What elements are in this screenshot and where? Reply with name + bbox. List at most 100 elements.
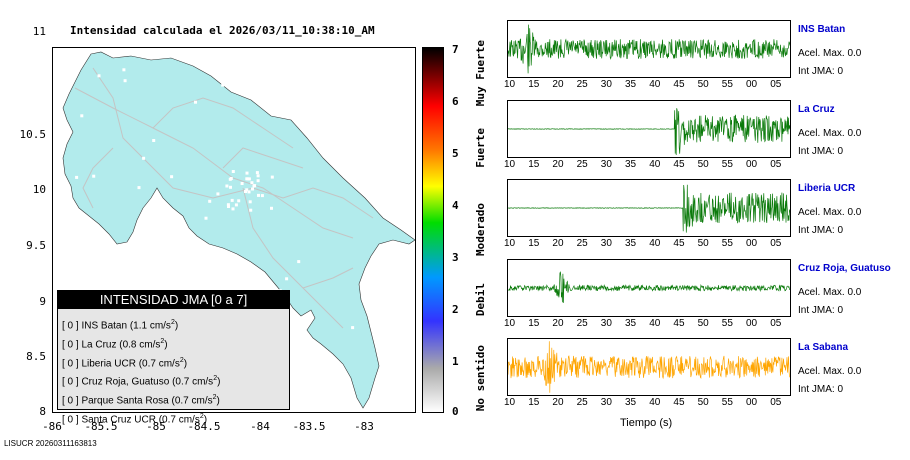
waveform-line [508,184,790,233]
town-dot [253,184,257,188]
colorbar-label-debil: Debil [474,283,487,317]
map-lon-tick: -84 [250,420,270,433]
legend-header: INTENSIDAD JMA [0 a 7] [58,291,289,309]
town-dot [208,199,212,203]
time-tick: 30 [600,238,612,249]
legend-value: (0.7 cm/s [138,357,180,369]
legend-list: [ 0 ] INS Batan (1.1 cm/s2)[ 0 ] La Cruz… [62,315,289,428]
town-dot [92,174,96,178]
time-tick: 35 [625,397,637,408]
legend-intensity: [ 0 ] [62,320,82,332]
colorbar-tick: 2 [452,303,459,316]
time-tick: 55 [721,318,733,329]
legend-close: ) [203,414,208,426]
map-lon-tick: -85 [146,420,166,433]
time-tick: 30 [600,318,612,329]
time-tick: 10 [504,238,516,249]
time-tick: 30 [600,79,612,90]
town-dot [248,200,252,204]
legend-item: [ 0 ] La Cruz (0.8 cm/s2) [62,334,289,353]
legend-exponent: 2 [213,375,218,383]
town-dot [246,177,250,181]
town-dot [234,203,238,207]
town-dot [250,181,254,185]
time-tick: 25 [576,79,588,90]
time-tick: 05 [770,79,782,90]
colorbar-tick: 4 [452,199,459,212]
station-jma: Int JMA: 0 [798,384,844,395]
map-lat-tick: 9 [39,295,46,308]
time-tick: 00 [746,159,758,170]
time-tick: 05 [770,238,782,249]
time-tick: 10 [504,397,516,408]
time-tick: 20 [552,79,564,90]
legend-close: ) [183,357,188,369]
costa-rica-land [62,51,415,409]
station-jma: Int JMA: 0 [798,305,844,316]
station-name: La Sabana [798,342,849,353]
legend-value: (1.1 cm/s [129,320,171,332]
trace-waveform [508,24,790,74]
time-tick: 15 [528,238,540,249]
legend-station: Liberia UCR [81,357,139,369]
station-accel: Acel. Max. 0.0 [798,48,862,59]
town-dot [256,179,260,183]
town-dot [123,79,127,83]
legend-intensity: [ 0 ] [62,414,82,426]
town-dot [260,93,264,97]
colorbar-label-fuerte: Fuerte [474,128,487,168]
town-dot [255,171,259,175]
town-dot [225,184,229,188]
time-tick: 45 [673,159,685,170]
time-tick: 30 [600,159,612,170]
colorbar-tick: 3 [452,251,459,264]
time-tick: 45 [673,397,685,408]
time-tick: 55 [721,238,733,249]
legend-value: (0.7 cm/s [158,414,200,426]
time-tick: 20 [552,318,564,329]
time-tick: 30 [600,397,612,408]
time-tick: 15 [528,318,540,329]
station-jma: Int JMA: 0 [798,225,844,236]
time-tick: 50 [697,159,709,170]
legend-close: ) [217,376,221,388]
seismogram-trace [507,338,791,396]
time-tick: 25 [576,238,588,249]
colorbar-tick: 7 [452,43,459,56]
town-dot [229,177,233,180]
time-tick: 25 [576,318,588,329]
time-tick: 10 [504,318,516,329]
town-dot [295,107,299,111]
town-dot [359,165,363,169]
town-dot [231,207,235,211]
time-tick: 35 [625,79,637,90]
legend-intensity: [ 0 ] [62,395,82,407]
map-lat-tick: 10 [32,183,46,196]
town-dot [249,208,253,212]
legend-exponent: 2 [170,319,175,326]
town-dot [244,190,247,193]
town-dot [257,193,260,197]
town-dot [270,206,273,210]
time-tick: 00 [746,318,758,329]
time-tick: 05 [770,159,782,170]
time-tick: 05 [770,318,782,329]
trace-waveform [508,108,790,156]
legend-item: [ 0 ] Liberia UCR (0.7 cm/s2) [62,353,289,372]
time-tick: 55 [721,397,733,408]
time-tick: 35 [625,318,637,329]
time-tick: 10 [504,79,516,90]
map-lat-tick: 8 [39,405,46,418]
town-dot [270,175,274,179]
colorbar-label-no-sentido: No sentido [474,345,487,412]
time-tick: 10 [504,159,516,170]
legend-intensity: [ 0 ] [62,339,82,351]
legend-station: Parque Santa Rosa [81,395,172,407]
intensity-colorbar [422,47,444,413]
time-tick: 45 [673,238,685,249]
town-dot [137,186,141,190]
waveform-line [508,271,790,303]
seismogram-trace [507,20,791,78]
town-dot [326,111,329,115]
waveform-line [508,24,790,74]
